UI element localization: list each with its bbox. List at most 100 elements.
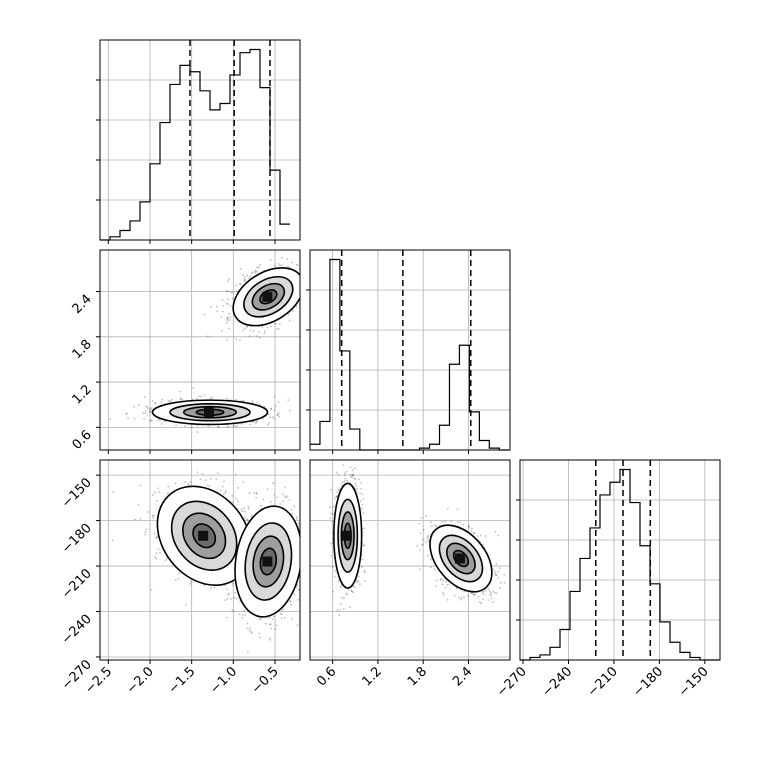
scatter-point [344,474,346,477]
scatter-point [345,470,348,473]
scatter-point [474,593,477,596]
scatter-point [265,622,268,625]
scatter-point [303,550,305,552]
scatter-point [250,630,253,633]
scatter-point [221,299,224,302]
scatter-point [435,579,438,582]
scatter-point [482,590,485,593]
scatter-point [354,467,356,470]
scatter-point [231,584,234,587]
scatter-point [304,285,306,287]
scatter-point [216,305,218,308]
scatter-point [109,418,111,421]
scatter-point [350,590,353,592]
scatter-point [158,491,161,493]
scatter-point [224,599,227,601]
scatter-point [213,586,216,589]
scatter-point [269,623,272,626]
scatter-point [252,330,255,333]
scatter-point [330,554,332,557]
scatter-point [204,479,207,481]
scatter-point [248,629,251,632]
scatter-point [178,572,181,575]
scatter-point [493,591,496,594]
scatter-point [249,329,252,332]
scatter-point [302,294,304,296]
scatter-point [446,507,449,510]
scatter-point [243,609,246,612]
scatter-point [336,609,339,612]
scatter-point [226,598,229,600]
scatter-point [280,617,283,620]
scatter-point [259,263,261,266]
scatter-point [210,587,212,589]
scatter-point [185,603,187,606]
scatter-point [231,494,234,497]
hist-panel-2 [516,459,721,664]
scatter-point [195,397,198,400]
scatter-point [273,395,276,398]
scatter-point [281,500,284,503]
scatter-point [242,274,245,276]
scatter-point [254,270,257,273]
scatter-point [302,577,304,579]
scatter-point [352,474,355,477]
scatter-point [301,281,303,283]
scatter-point [247,507,250,510]
scatter-point [307,261,309,263]
scatter-point [174,579,177,582]
scatter-point [427,534,429,537]
scatter-point [362,512,365,514]
scatter-point [231,291,234,294]
scatter-point [169,400,172,403]
scatter-point [210,396,213,399]
scatter-point [258,632,261,635]
scatter-point [243,280,246,283]
scatter-point [285,496,287,499]
scatter-point [247,505,250,508]
scatter-point [158,419,161,421]
scatter-point [261,326,264,328]
scatter-point [346,593,349,596]
scatter-point [133,417,136,420]
scatter-point [163,420,166,422]
scatter-point [239,283,241,285]
scatter-point [512,597,514,599]
scatter-point [243,278,246,281]
scatter-point [471,527,474,530]
scatter-point [220,330,223,332]
scatter-point [430,521,432,524]
scatter-point [271,618,274,620]
scatter-point [289,600,292,602]
scatter-point [359,492,362,495]
scatter-point [270,407,272,410]
scatter-point [262,418,265,420]
scatter-point [269,325,272,328]
scatter-point [154,402,157,405]
scatter-point [111,539,114,542]
scatter-point [132,405,135,408]
scatter-point [255,496,257,499]
scatter-point [155,552,158,554]
hist-panel-1 [306,249,511,454]
scatter-point [302,580,304,582]
scatter-point [357,580,360,583]
scatter-point [263,332,266,335]
scatter-point [266,488,269,491]
scatter-point [484,589,487,592]
scatter-point [301,269,303,271]
scatter-point [286,258,289,261]
scatter-point [340,584,343,587]
scatter-point [256,401,259,404]
scatter-point [184,425,187,427]
scatter-point [467,595,469,597]
scatter-point [152,514,155,517]
scatter-point [197,395,200,398]
scatter-point [146,406,149,409]
scatter-point [222,305,225,307]
scatter-point [228,278,230,281]
scatter-point [292,310,294,313]
scatter-point [281,256,283,259]
scatter-point [334,575,336,578]
scatter-point [359,583,361,586]
